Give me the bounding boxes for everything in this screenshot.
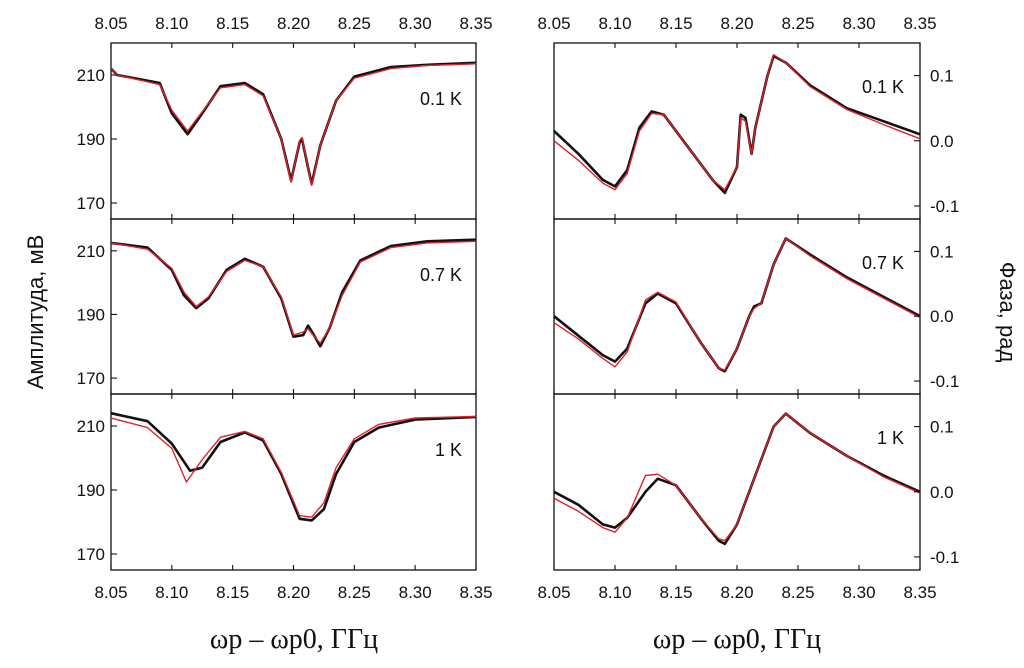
left-x-axis-label: ωp – ωp0, ГГц [210,624,378,655]
right-panel-0-ytick-label: 0.0 [930,132,954,151]
right-panel-2-frame [553,393,921,571]
left-panel-0-ytick-label: 190 [77,130,105,149]
right-panel-0-ytick-label: -0.1 [930,197,959,216]
left-y-axis-label: Амплитуда, мВ [23,235,48,390]
right-top-xtick-label: 8.05 [537,14,570,33]
left-panel-0-ytick-label: 170 [77,194,105,213]
right-bottom-xtick-label: 8.30 [842,583,875,602]
plot-area: 170 190 210 0.1 K 170 190 210 0.7 K 170 190 210 1 K… [77,14,960,602]
right-panel-1-ytick-label: 0.0 [930,307,954,326]
left-top-xtick-label: 8.10 [155,14,188,33]
right-bottom-xtick-label: 8.35 [903,583,936,602]
left-panel-0-fit-curve [110,63,477,187]
right-bottom-xtick-label: 8.10 [598,583,631,602]
left-bottom-xtick-label: 8.05 [94,583,127,602]
left-panel-0-temperature-label: 0.1 K [420,89,462,109]
left-panel-0-frame [110,42,477,220]
left-top-xtick-label: 8.05 [94,14,127,33]
left-panel-1-frame [110,218,477,395]
right-panel-2-ytick-label: -0.1 [930,548,959,567]
left-panel-1-temperature-label: 0.7 K [420,265,462,285]
left-top-xtick-label: 8.25 [338,14,371,33]
right-y-axis-label: Фаза, рад [995,262,1020,363]
left-bottom-xtick-label: 8.25 [338,583,371,602]
right-panel-2-fit-curve [553,412,921,542]
left-top-xtick-label: 8.20 [277,14,310,33]
left-bottom-xtick-label: 8.20 [277,583,310,602]
right-panel-0-ytick-label: 0.1 [930,67,954,86]
right-panel-2-temperature-label: 1 K [877,428,904,448]
right-panel-0-temperature-label: 0.1 K [862,77,904,97]
left-top-xtick-label: 8.15 [216,14,249,33]
left-bottom-xtick-label: 8.10 [155,583,188,602]
left-panel-0-ytick-label: 210 [77,66,105,85]
right-bottom-xtick-label: 8.25 [781,583,814,602]
left-top-xtick-label: 8.30 [399,14,432,33]
right-panel-1-fit-curve [553,237,921,371]
right-panel-1-frame [553,218,921,395]
left-panel-1-ytick-label: 210 [77,242,105,261]
right-top-xtick-label: 8.15 [659,14,692,33]
right-bottom-xtick-label: 8.20 [720,583,753,602]
left-panel-0-measured-curve [110,61,477,186]
left-panel-1-measured-curve [110,238,477,348]
right-bottom-xtick-label: 8.15 [659,583,692,602]
right-top-xtick-label: 8.35 [903,14,936,33]
left-panel-1-fit-curve [110,240,477,344]
right-panel-2-ytick-label: 0.1 [930,418,954,437]
right-top-xtick-label: 8.30 [842,14,875,33]
right-panel-1-ytick-label: 0.1 [930,242,954,261]
left-bottom-xtick-label: 8.15 [216,583,249,602]
left-panel-2-ytick-label: 210 [77,417,105,436]
left-panel-1-ytick-label: 170 [77,369,105,388]
right-panel-1-ytick-label: -0.1 [930,372,959,391]
left-panel-2-ytick-label: 190 [77,481,105,500]
right-x-axis-label: ωp – ωp0, ГГц [653,624,821,655]
left-panel-2-ytick-label: 170 [77,545,105,564]
right-top-xtick-label: 8.25 [781,14,814,33]
right-bottom-xtick-label: 8.05 [537,583,570,602]
left-panel-2-measured-curve [110,411,477,522]
right-panel-1-measured-curve [553,237,921,373]
left-panel-1-ytick-label: 190 [77,305,105,324]
left-bottom-xtick-label: 8.35 [459,583,492,602]
left-panel-2-fit-curve [110,415,477,518]
left-panel-2-temperature-label: 1 K [435,440,462,460]
right-panel-0-fit-curve [553,54,921,191]
left-top-xtick-label: 8.35 [459,14,492,33]
right-top-xtick-label: 8.20 [720,14,753,33]
left-bottom-xtick-label: 8.30 [399,583,432,602]
right-panel-2-ytick-label: 0.0 [930,483,954,502]
right-top-xtick-label: 8.10 [598,14,631,33]
right-panel-0-frame [553,42,921,220]
right-panel-1-temperature-label: 0.7 K [862,253,904,273]
